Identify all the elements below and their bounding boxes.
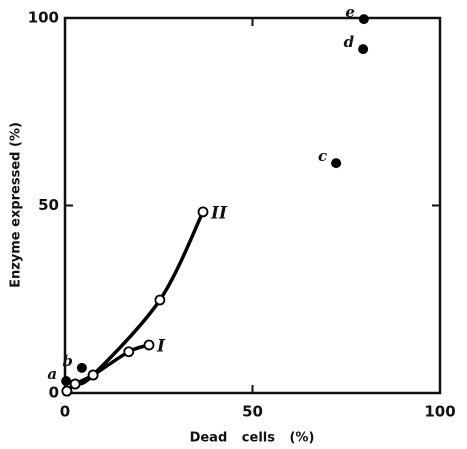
x-axis-label: Dead cells (%) [190,431,315,446]
data-point [154,294,166,306]
point-label: a [47,365,57,383]
point-label: c [318,147,327,165]
point-label: e [345,3,355,21]
x-tick-label: 0 [60,403,70,421]
curve-label: II [210,203,228,223]
y-axis-label: Enzyme expressed (%) [9,122,24,288]
y-tick-label: 0 [49,384,59,402]
data-point [143,339,155,351]
curve [65,211,205,393]
x-tick-label: 100 [424,403,455,421]
x-tick-label: 50 [242,403,263,421]
point-label: d [344,33,355,51]
y-tick-label: 100 [28,9,59,27]
data-point [61,385,73,397]
data-point [331,158,342,169]
data-point [61,376,72,386]
data-point [87,369,99,381]
plot-frame [63,16,442,395]
data-point [358,44,369,55]
y-tick-label: 50 [38,196,59,214]
data-point [123,346,135,358]
data-point [197,206,209,218]
point-label: b [62,352,73,370]
data-point [358,14,369,25]
data-point [76,362,87,373]
curve-label: I [156,337,166,357]
data-point [69,378,81,390]
